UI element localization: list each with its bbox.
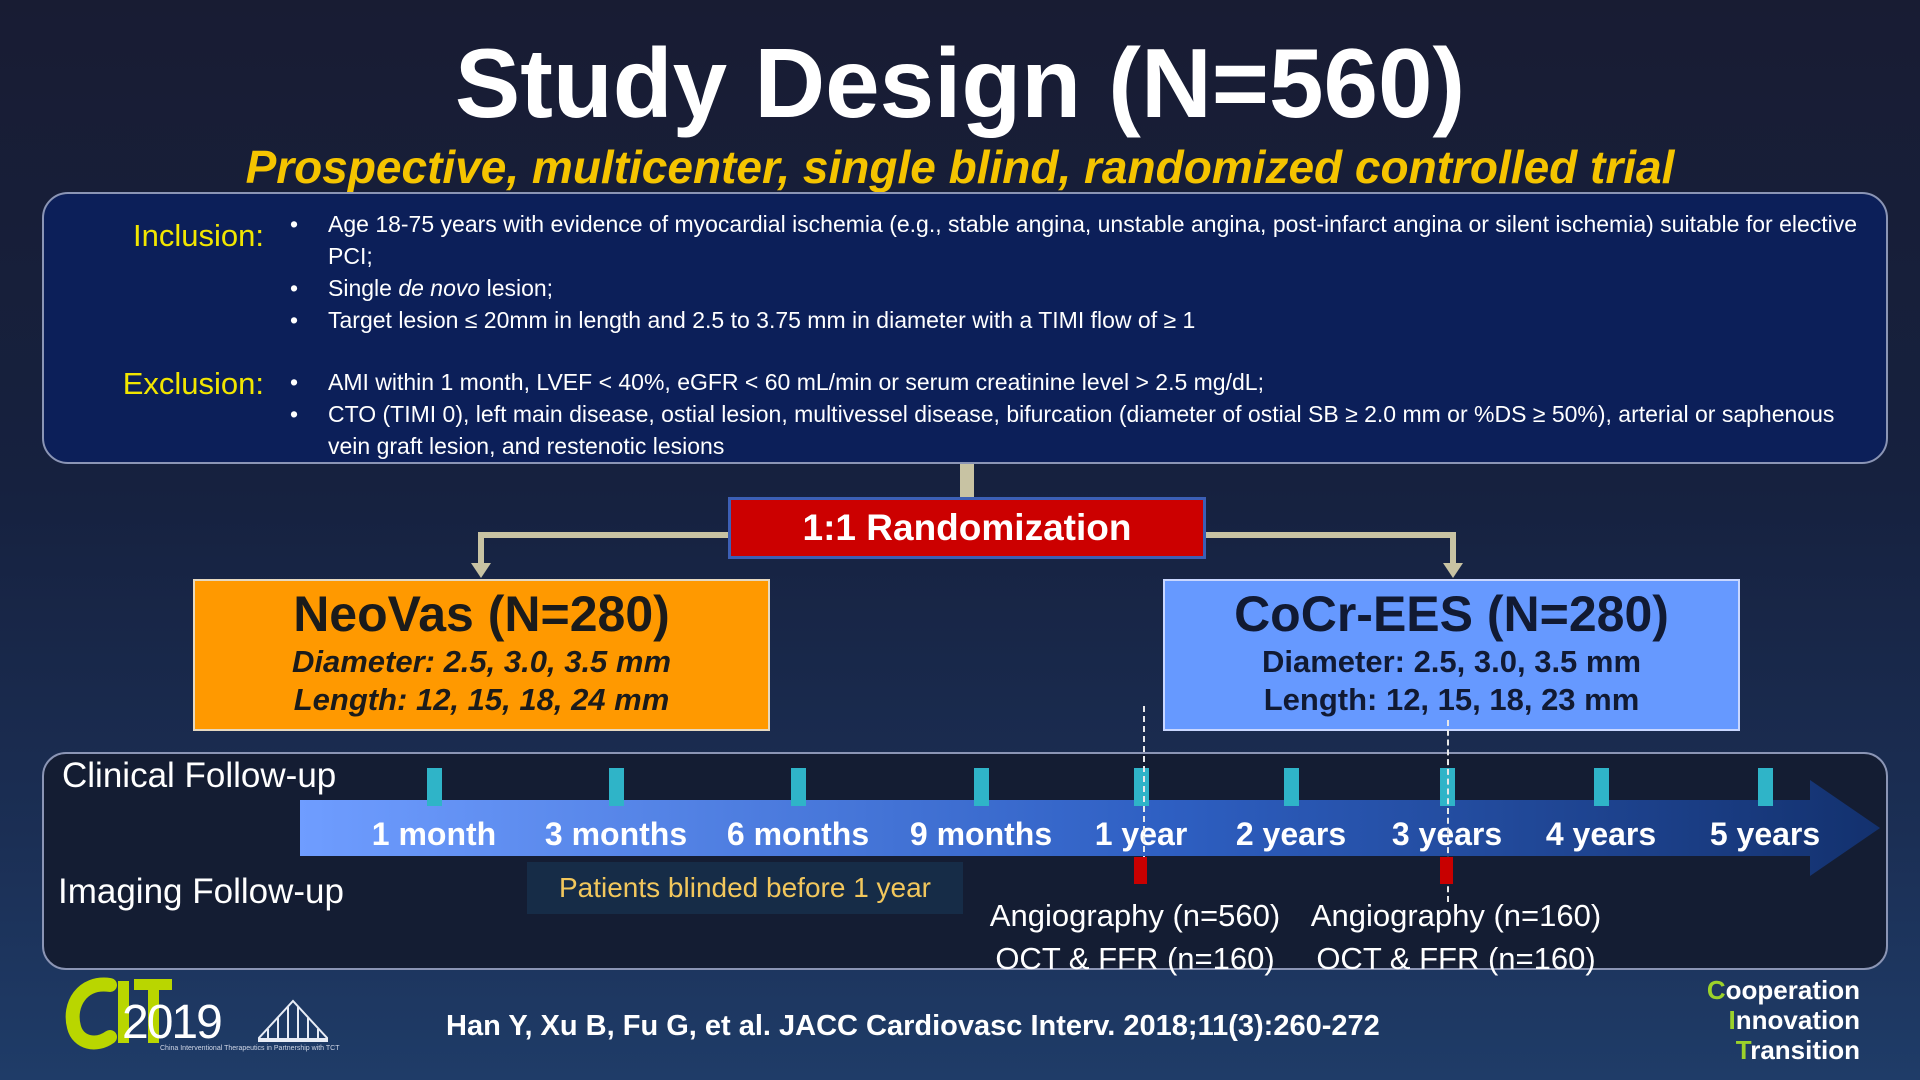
neovas-diameter: Diameter: 2.5, 3.0, 3.5 mm: [291, 644, 672, 679]
connector-right-h: [1206, 532, 1456, 538]
connector-top: [960, 464, 974, 497]
neovas-arm-box: NeoVas (N=280) Diameter: 2.5, 3.0, 3.5 m…: [193, 579, 770, 731]
timeline-tick: [609, 768, 624, 806]
tagline-innovation: Innovation: [1728, 1005, 1860, 1035]
timeline-label: 6 months: [726, 816, 870, 852]
exclusion-item: CTO (TIMI 0), left main disease, ostial …: [284, 398, 1874, 462]
timeline-tick: [427, 768, 442, 806]
year3-imaging-marker: [1440, 857, 1453, 884]
tagline-cooperation: Cooperation: [1706, 975, 1860, 1005]
year3-angiography: Angiography (n=160): [1310, 898, 1602, 933]
tagline-transition: Transition: [1735, 1035, 1860, 1065]
timeline-tick: [1284, 768, 1299, 806]
exclusion-list: AMI within 1 month, LVEF < 40%, eGFR < 6…: [284, 366, 1874, 462]
cit-logo-mark-icon: [65, 977, 172, 1050]
cocr-ees-diameter: Diameter: 2.5, 3.0, 3.5 mm: [1261, 644, 1642, 679]
timeline-label: 1 year: [1094, 816, 1188, 852]
blinded-note: Patients blinded before 1 year: [527, 862, 963, 914]
timeline-tick: [974, 768, 989, 806]
timeline-arrow: [300, 780, 1880, 876]
year1-angiography: Angiography (n=560): [989, 898, 1281, 933]
timeline-tick: [1134, 768, 1149, 806]
timeline-label: 4 years: [1545, 816, 1657, 852]
cit-logo: 2019 China Interventional Therapeutics i…: [62, 975, 342, 1055]
building-icon: [258, 999, 328, 1042]
arrowhead-right: [1443, 563, 1463, 578]
criteria-panel: Inclusion: Age 18-75 years with evidence…: [42, 192, 1888, 464]
inclusion-item: Single de novo lesion;: [284, 272, 1874, 304]
imaging-followup-label: Imaging Follow-up: [58, 872, 344, 911]
year1-imaging-marker: [1134, 857, 1147, 884]
year1-imaging-text: Angiography (n=560) OCT & FFR (n=160): [975, 894, 1295, 980]
timeline-label: 2 years: [1235, 816, 1347, 852]
inclusion-label: Inclusion:: [133, 218, 264, 253]
year3-dashed-line: [1447, 720, 1449, 902]
clinical-followup-label: Clinical Follow-up: [62, 756, 337, 795]
timeline-label: 5 years: [1709, 816, 1821, 852]
year3-oct-ffr: OCT & FFR (n=160): [1316, 941, 1596, 976]
slide-title: Study Design (N=560): [454, 28, 1466, 138]
cocr-ees-arm-box: CoCr-EES (N=280) Diameter: 2.5, 3.0, 3.5…: [1163, 579, 1740, 731]
year3-imaging-text: Angiography (n=160) OCT & FFR (n=160): [1296, 894, 1616, 980]
neovas-length: Length: 12, 15, 18, 24 mm: [293, 682, 670, 717]
cocr-ees-length: Length: 12, 15, 18, 23 mm: [1263, 682, 1640, 717]
inclusion-list: Age 18-75 years with evidence of myocard…: [284, 208, 1874, 336]
timeline-label: 1 month: [371, 816, 497, 852]
timeline-tick: [1758, 768, 1773, 806]
tagline: Cooperation Innovation Transition: [1707, 975, 1860, 1065]
year1-dashed-line: [1143, 706, 1145, 862]
connector-left-h: [478, 532, 728, 538]
inclusion-item: Age 18-75 years with evidence of myocard…: [284, 208, 1874, 272]
timeline-label: 9 months: [909, 816, 1053, 852]
neovas-title: NeoVas (N=280): [293, 586, 670, 642]
cit-logo-year: 2019: [122, 996, 223, 1049]
arrowhead-left: [471, 563, 491, 578]
connector-right-v: [1450, 532, 1456, 565]
exclusion-item: AMI within 1 month, LVEF < 40%, eGFR < 6…: [284, 366, 1874, 398]
citation: Han Y, Xu B, Fu G, et al. JACC Cardiovas…: [446, 1010, 1380, 1042]
cocr-ees-title: CoCr-EES (N=280): [1234, 586, 1669, 642]
timeline-label: 3 years: [1391, 816, 1503, 852]
timeline-tick: [791, 768, 806, 806]
inclusion-item: Target lesion ≤ 20mm in length and 2.5 t…: [284, 304, 1874, 336]
timeline-label: 3 months: [544, 816, 688, 852]
year1-oct-ffr: OCT & FFR (n=160): [995, 941, 1275, 976]
randomization-box: 1:1 Randomization: [728, 497, 1206, 559]
slide-subtitle: Prospective, multicenter, single blind, …: [245, 141, 1675, 193]
exclusion-label: Exclusion:: [122, 366, 264, 401]
followup-panel: [42, 752, 1888, 970]
connector-left-v: [478, 532, 484, 565]
timeline-tick: [1594, 768, 1609, 806]
cit-logo-subtext: China Interventional Therapeutics in Par…: [160, 1045, 340, 1052]
